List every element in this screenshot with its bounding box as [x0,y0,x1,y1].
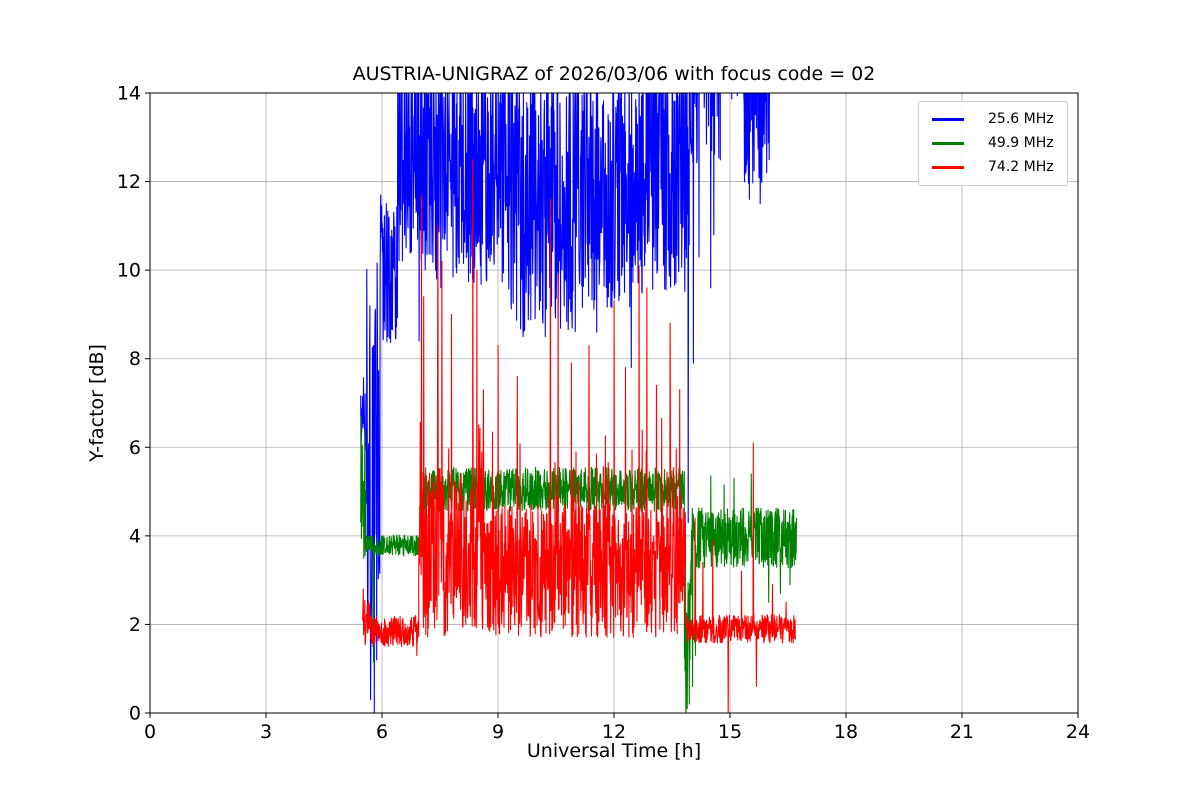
legend-label: 74.2 MHz [988,159,1054,175]
legend-item: 49.9 MHz [932,135,1054,152]
legend-label: 49.9 MHz [988,135,1054,151]
legend-line-sample-blue [932,118,964,121]
svg-text:0: 0 [144,721,156,743]
legend-line-sample-green [932,142,964,145]
svg-text:24: 24 [1066,721,1090,743]
svg-text:14: 14 [117,83,141,105]
chart-title: AUSTRIA-UNIGRAZ of 2026/03/06 with focus… [352,63,876,85]
legend-line-sample-red [932,166,964,169]
svg-text:2: 2 [129,614,141,636]
svg-text:8: 8 [129,348,141,370]
legend-label: 25.6 MHz [988,111,1054,127]
legend: 25.6 MHz 49.9 MHz 74.2 MHz [918,101,1068,186]
y-axis-label: Y-factor [dB] [86,344,108,462]
x-axis-label: Universal Time [h] [526,740,702,762]
legend-item: 25.6 MHz [932,111,1054,128]
svg-text:12: 12 [602,721,626,743]
svg-text:6: 6 [376,721,388,743]
svg-text:12: 12 [117,171,141,193]
svg-text:15: 15 [718,721,742,743]
svg-text:4: 4 [129,525,141,547]
svg-text:6: 6 [129,437,141,459]
svg-text:3: 3 [260,721,272,743]
svg-text:10: 10 [117,260,141,282]
svg-text:18: 18 [834,721,858,743]
svg-text:21: 21 [950,721,974,743]
legend-item: 74.2 MHz [932,159,1054,176]
svg-text:9: 9 [492,721,504,743]
svg-text:0: 0 [129,703,141,725]
